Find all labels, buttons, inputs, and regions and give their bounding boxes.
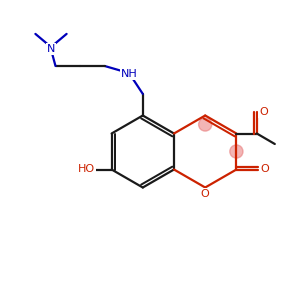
Text: O: O (201, 189, 210, 199)
Text: NH: NH (121, 69, 138, 80)
Circle shape (199, 118, 212, 131)
Text: N: N (47, 44, 55, 54)
Circle shape (230, 145, 243, 158)
Text: O: O (260, 164, 269, 175)
Text: O: O (259, 107, 268, 117)
Text: HO: HO (78, 164, 95, 175)
